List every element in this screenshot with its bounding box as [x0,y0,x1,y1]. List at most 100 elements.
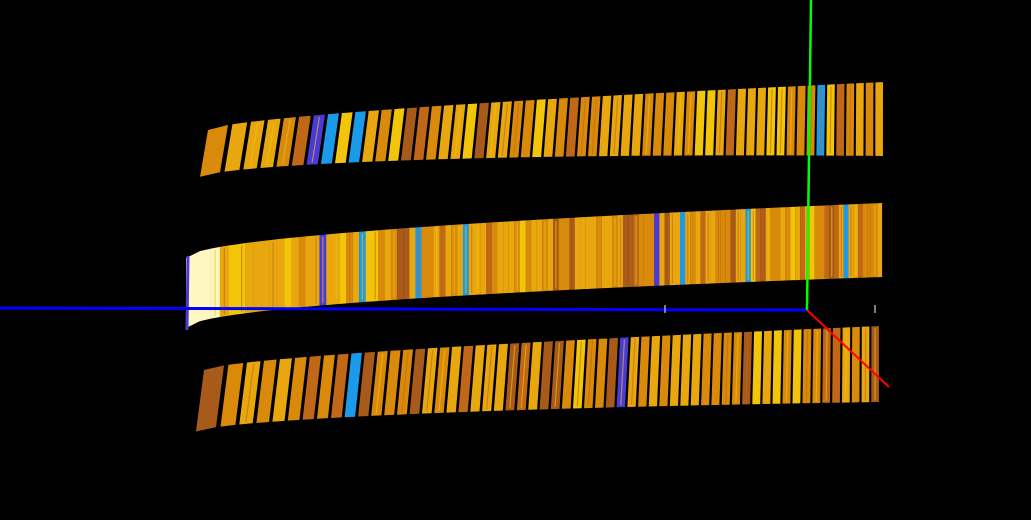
ring-segment [772,330,782,404]
ring-segment [607,215,613,288]
ring-segment [224,122,248,172]
ring-segment [669,334,681,406]
ring-segment [375,109,392,162]
ring-segment [865,82,874,156]
ring-segment [862,203,868,278]
ring-stripe [779,88,783,154]
ring-segment [362,110,379,162]
ring-stripe [839,85,842,154]
ring-segment [532,99,546,158]
ring-stripe [580,98,586,155]
ring-stripe [845,329,848,401]
ring-segment [480,222,487,295]
ring-stripe [631,339,636,405]
axes-layer [0,0,890,388]
ring-segment [710,210,716,284]
ring-segment [397,228,404,300]
ring-stripe [417,108,426,158]
top-ring [200,82,883,177]
ring-segment [690,211,696,285]
ring-segment [196,365,224,432]
ring-segment [638,213,644,287]
ring-segment [503,221,509,294]
ring-segment [638,336,650,407]
ring-stripe [825,330,828,401]
ring-segment [287,356,307,421]
ring-segment [305,235,313,307]
ring-segment [401,107,417,161]
ring-stripe [687,93,692,154]
ring-stripe [613,97,619,155]
ring-segment [851,326,860,403]
ring-segment [740,209,746,283]
ring-stripe [454,106,462,157]
ring-stripe [375,353,384,414]
ring-segment [220,363,244,427]
ring-stripe [645,95,651,154]
ring-segment [622,214,629,288]
ring-stripe [591,98,597,155]
ring-segment [474,102,489,159]
ring-segment [438,105,454,160]
ring-segment [403,227,410,300]
ring-segment [409,227,416,299]
y-axis [805,0,813,311]
ring-segment [525,220,532,293]
ring-segment [317,354,335,419]
ring-segment [775,207,781,281]
ring-segment [493,343,508,411]
ring-stripe [677,93,682,154]
ring-segment [735,88,746,156]
ring-segment [531,219,537,292]
ring-segment [470,345,485,412]
ring-segment [569,217,575,290]
ring-segment [321,113,339,164]
ring-segment [792,329,802,404]
ring-segment [659,212,665,286]
ring-stripe [554,342,561,408]
ring-segment [599,95,612,157]
ring-segment [596,216,602,289]
ring-segment [843,204,849,279]
ring-stripe [392,110,401,159]
ring-segment [824,205,830,280]
ring-segment [720,209,726,284]
ring-segment [245,242,254,314]
ring-segment [519,220,526,293]
ring-stripe [809,87,813,154]
ring-stripe [576,341,582,407]
ring-segment [298,236,306,308]
ring-segment [585,216,592,290]
ring-segment [358,351,375,417]
ring-segment [565,97,579,157]
ring-stripe [815,330,818,402]
ring-stripe [849,85,852,154]
ring-segment [427,226,434,298]
ring-segment [796,85,806,156]
ring-segment [409,348,426,415]
ring-segment [462,103,478,159]
ring-segment [564,217,570,291]
ring-stripe [513,102,520,156]
ring-segment [620,94,633,156]
ring-segment [648,335,661,407]
ring-segment [643,213,650,287]
ring-segment [875,82,883,156]
ring-segment [664,212,670,286]
z-axis [0,306,809,312]
ring-segment [561,340,575,409]
ring-stripe [620,339,625,406]
ring-segment [302,355,321,420]
ring-segment [284,237,292,309]
ring-segment [339,232,347,304]
ring-stripe [725,334,729,403]
ring-stripe [735,334,739,403]
ring-segment [384,229,391,301]
ring-stripe [745,333,749,403]
ring-segment [528,341,542,410]
bottom-ring [196,326,879,432]
ring-stripe [462,347,470,411]
ring-segment [426,105,442,160]
